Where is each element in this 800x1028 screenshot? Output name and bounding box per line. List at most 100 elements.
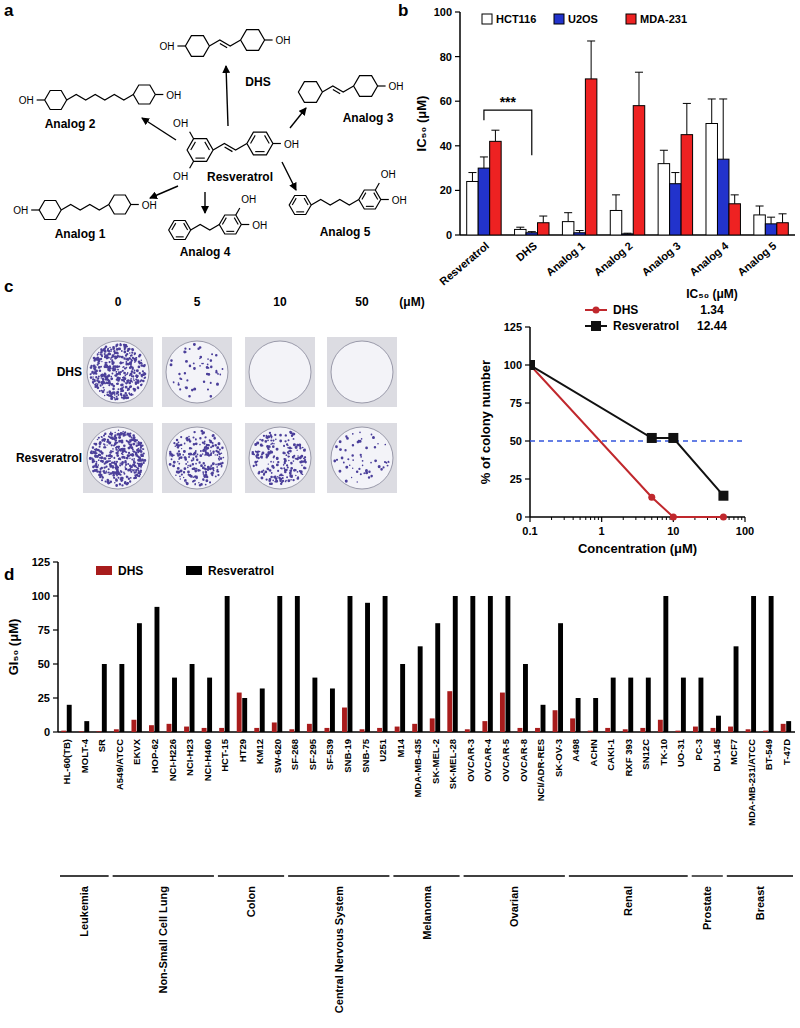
bar — [167, 724, 172, 732]
error-bar — [612, 195, 620, 211]
molecule: OHOH — [159, 30, 290, 57]
x-tick-label: Resveratrol — [437, 239, 491, 287]
plate — [166, 427, 228, 489]
x-minor-tick — [657, 517, 658, 520]
error-line — [723, 99, 724, 159]
ring — [39, 201, 61, 220]
y-axis-label: IC₅₀ (μM) — [414, 96, 429, 152]
bar — [588, 731, 593, 732]
ring-double-bond — [205, 142, 210, 150]
bar — [172, 678, 177, 732]
bar — [435, 623, 440, 732]
ring-double-bond — [292, 198, 296, 205]
group-line — [218, 875, 284, 876]
y-tick-label: 0 — [516, 511, 522, 523]
bond-double — [220, 43, 227, 47]
x-tick-label: SR — [96, 739, 107, 752]
x-tick-label: SF-268 — [289, 739, 300, 770]
bond-chain — [67, 95, 134, 101]
bar — [711, 728, 716, 732]
bar — [84, 721, 89, 732]
bar — [610, 210, 621, 235]
y-tick-label: 25 — [38, 692, 50, 704]
ring-double-bond — [374, 193, 378, 200]
error-line — [495, 130, 496, 141]
x-tick-label: Analog 3 — [639, 239, 682, 278]
error-bar — [731, 195, 739, 204]
ring-double-bond — [222, 218, 226, 225]
error-line — [543, 216, 544, 223]
y-axis-label: % of colony number — [478, 360, 493, 484]
bar — [412, 724, 417, 732]
bond-oh — [265, 39, 273, 40]
x-tick-label: M14 — [395, 738, 406, 757]
error-cap — [528, 231, 536, 232]
panel-label: b — [398, 1, 408, 20]
error-bar — [468, 173, 476, 182]
error-bar — [516, 227, 524, 229]
legend-swatch — [482, 14, 492, 24]
molecule: OHOH — [289, 169, 407, 214]
y-tick — [525, 440, 530, 441]
hydroxyl-label: OH — [13, 205, 28, 216]
bond-oh — [190, 161, 194, 168]
x-tick-label: Analog 1 — [544, 239, 587, 278]
ring-double-bond — [366, 206, 374, 207]
ic50-value: 1.34 — [700, 303, 724, 317]
molecule: OHOH — [19, 85, 182, 110]
x-tick-label: SNB-75 — [360, 738, 371, 773]
x-minor-tick — [623, 517, 624, 520]
bar — [646, 678, 651, 732]
bar — [593, 698, 598, 732]
bond-double — [225, 147, 233, 152]
bar — [706, 124, 717, 236]
group-label: Breast — [754, 886, 766, 921]
bar — [698, 678, 703, 732]
y-tick — [525, 326, 530, 327]
bond-chain — [191, 225, 220, 231]
error-line — [771, 217, 772, 224]
bar — [254, 728, 259, 732]
error-cap — [635, 72, 643, 73]
group-label: Renal — [622, 886, 634, 916]
y-tick-label: 80 — [440, 51, 452, 63]
group-label: Colon — [245, 886, 257, 917]
bar — [67, 705, 72, 732]
legend-label: DHS — [613, 303, 638, 317]
y-tick-label: 75 — [510, 397, 522, 409]
bar — [277, 596, 282, 732]
bar — [307, 724, 312, 732]
panel-c: c051050(μM)DHSResveratrol02550751001250.… — [4, 277, 754, 556]
bar — [465, 729, 470, 732]
x-tick-label: 10 — [667, 525, 679, 537]
bar — [490, 141, 501, 235]
bars — [61, 596, 791, 732]
bar — [518, 728, 523, 732]
x-tick-label: NCI-H226 — [167, 739, 178, 781]
bar — [658, 164, 669, 235]
x-minor-tick — [651, 517, 652, 520]
bar — [470, 596, 475, 732]
bar — [781, 724, 786, 732]
bar — [585, 79, 596, 235]
y-tick-label: 0 — [44, 726, 50, 738]
bar — [663, 596, 668, 732]
x-tick-label: OVCAR-4 — [482, 738, 493, 781]
bar — [102, 664, 107, 732]
marker — [720, 514, 727, 521]
molecule-label: Analog 2 — [45, 117, 96, 131]
x-tick-label: 0.1 — [522, 525, 537, 537]
error-bar — [564, 213, 572, 222]
error-bar — [708, 99, 716, 124]
bar — [681, 678, 686, 732]
x-minor-tick — [738, 517, 739, 520]
bar — [348, 596, 353, 732]
plate — [87, 427, 149, 489]
x-tick-label: DU-145 — [711, 738, 722, 771]
hydroxyl-label: OH — [389, 81, 404, 92]
x-minor-tick — [594, 517, 595, 520]
error-bar — [671, 173, 679, 184]
x-tick-label: EKVX — [131, 738, 142, 765]
panel-a: aOHOHOHResveratrolOHOHDHSOHOHAnalog 2OHA… — [4, 1, 407, 259]
marker — [647, 433, 657, 443]
